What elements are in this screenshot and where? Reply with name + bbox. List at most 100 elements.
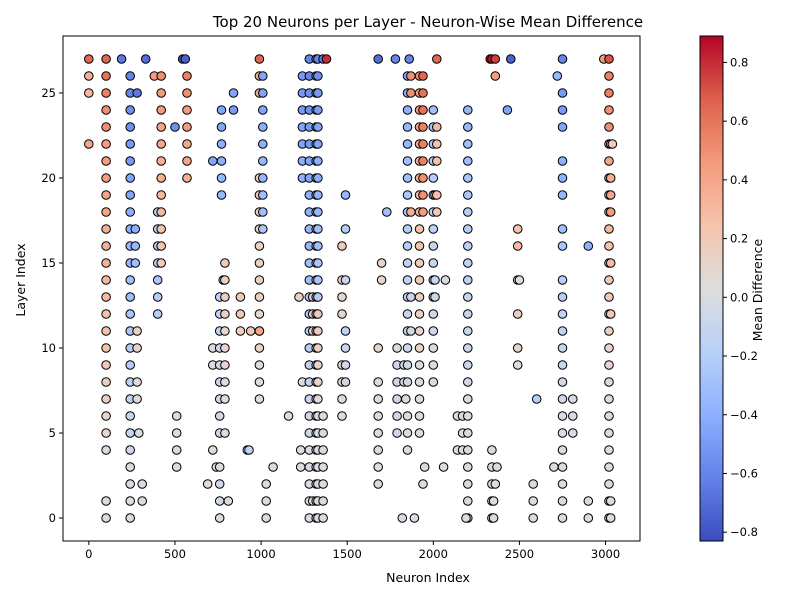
- data-point: [220, 309, 230, 319]
- data-point: [373, 479, 384, 489]
- data-point: [418, 479, 428, 489]
- data-point: [258, 190, 268, 200]
- data-point: [418, 207, 428, 217]
- data-point: [318, 479, 328, 489]
- data-point: [254, 54, 265, 64]
- data-point: [235, 326, 246, 336]
- data-point: [605, 258, 616, 268]
- data-point: [156, 258, 166, 268]
- data-point: [406, 292, 416, 302]
- data-point: [502, 105, 513, 115]
- data-point: [318, 428, 328, 438]
- data-point: [432, 54, 442, 64]
- data-point: [254, 309, 265, 319]
- data-point: [261, 496, 272, 506]
- data-point: [430, 292, 440, 302]
- data-point: [428, 343, 439, 353]
- data-point: [244, 445, 254, 455]
- data-point: [254, 292, 265, 302]
- data-point: [258, 224, 268, 234]
- data-point: [605, 190, 616, 200]
- data-point: [557, 224, 568, 234]
- data-point: [101, 156, 111, 166]
- data-point: [604, 241, 614, 251]
- data-point: [313, 156, 323, 166]
- data-point: [557, 513, 568, 523]
- data-point: [125, 275, 135, 285]
- data-point: [604, 224, 614, 234]
- data-point: [392, 343, 402, 353]
- data-point: [531, 394, 542, 404]
- data-point: [552, 71, 563, 81]
- data-point: [254, 258, 265, 268]
- data-point: [220, 360, 230, 370]
- data-point: [258, 122, 268, 132]
- data-point: [428, 360, 439, 370]
- data-point: [402, 343, 413, 353]
- data-point: [402, 309, 413, 319]
- data-point: [463, 411, 473, 421]
- data-point: [101, 54, 111, 64]
- data-point: [512, 224, 523, 234]
- data-point: [101, 428, 111, 438]
- data-point: [156, 122, 166, 132]
- data-point: [418, 71, 428, 81]
- data-point: [101, 445, 111, 455]
- data-point: [125, 411, 135, 421]
- data-point: [402, 411, 413, 421]
- data-point: [216, 139, 227, 149]
- data-point: [340, 190, 351, 200]
- data-point: [397, 513, 408, 523]
- data-point: [171, 445, 182, 455]
- data-point: [463, 428, 473, 438]
- data-point: [313, 360, 323, 370]
- data-point: [512, 309, 523, 319]
- y-axis-label: Layer Index: [13, 243, 28, 316]
- data-point: [438, 462, 449, 472]
- data-point: [557, 309, 568, 319]
- data-point: [84, 139, 94, 149]
- data-point: [604, 462, 614, 472]
- data-point: [101, 122, 111, 132]
- colorbar-tick-label: 0.0: [730, 290, 748, 304]
- data-point: [557, 411, 568, 421]
- data-point: [216, 190, 227, 200]
- data-point: [182, 105, 192, 115]
- data-point: [258, 139, 268, 149]
- data-point: [463, 173, 473, 183]
- data-point: [557, 173, 568, 183]
- x-axis: 0 500 1000 1500 2000 2500 3000: [85, 541, 620, 561]
- data-point: [414, 258, 425, 268]
- data-point: [254, 377, 265, 387]
- data-point: [376, 275, 387, 285]
- plot-frame: [62, 35, 641, 542]
- data-point: [202, 479, 213, 489]
- data-point: [607, 139, 618, 149]
- data-point: [583, 496, 594, 506]
- data-point: [406, 88, 416, 98]
- data-point: [228, 88, 239, 98]
- data-point: [125, 445, 135, 455]
- data-point: [557, 326, 568, 336]
- data-point: [152, 309, 163, 319]
- data-point: [156, 105, 166, 115]
- data-point: [557, 241, 568, 251]
- data-point: [557, 462, 568, 472]
- data-point: [402, 190, 413, 200]
- data-point: [557, 88, 568, 98]
- y-tick-label: 25: [41, 86, 56, 100]
- data-point: [228, 105, 239, 115]
- data-point: [313, 258, 323, 268]
- data-point: [137, 496, 147, 506]
- data-point: [337, 411, 347, 421]
- data-point: [418, 88, 428, 98]
- data-point: [182, 139, 192, 149]
- data-point: [605, 513, 616, 523]
- data-point: [490, 479, 501, 489]
- data-point: [125, 71, 135, 81]
- data-point: [156, 241, 166, 251]
- y-axis: 0 5 10 15 20 25: [41, 86, 63, 525]
- data-point: [313, 122, 323, 132]
- data-point: [557, 292, 568, 302]
- colorbar-tick-label: 0.8: [730, 55, 748, 69]
